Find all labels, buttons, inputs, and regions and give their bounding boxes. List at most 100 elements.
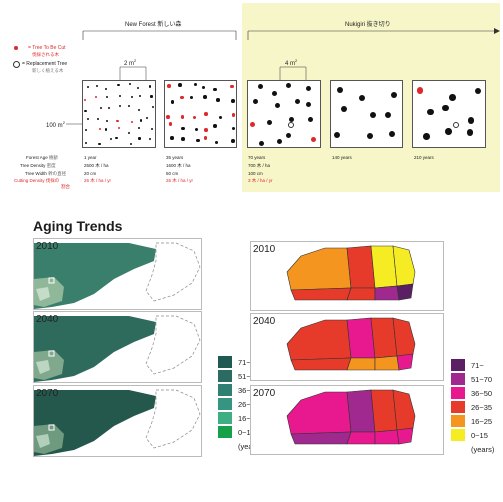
tree-dot [308, 117, 314, 123]
green-map-year-2070: 2070 [36, 388, 59, 399]
tree-dot [95, 85, 98, 88]
tree-dot [334, 131, 341, 138]
color-legend-label: 0~15 [471, 431, 488, 440]
tree-dot [204, 112, 208, 116]
tree-dot [358, 94, 365, 101]
green-legend-swatch [218, 398, 232, 410]
green-legend-label: 71~ [238, 358, 251, 367]
green-legend-swatch [218, 370, 232, 382]
tree-dot [203, 136, 208, 140]
tree-dot [180, 95, 184, 100]
tree-dot [204, 128, 208, 132]
tree-dot [423, 133, 430, 140]
green-map-2010: 2010 [33, 238, 202, 310]
tree-dot [294, 99, 300, 105]
tree-dot [117, 126, 120, 129]
tree-dot [258, 83, 264, 89]
tree-dot [131, 96, 134, 99]
tree-dot [98, 127, 101, 131]
tree-dot [139, 119, 143, 122]
color-map-year-2070: 2070 [253, 388, 276, 399]
tree-dot [151, 106, 154, 109]
tree-dot [149, 85, 152, 88]
new-area-label: 2 m2 [124, 58, 137, 67]
forest-plot-70-years [247, 80, 321, 148]
tree-dot [150, 95, 153, 98]
row-label-density: Tree Density 密度 [20, 163, 56, 168]
forest-plot-140-years [330, 80, 403, 148]
section-title: Aging Trends [33, 218, 123, 234]
tree-dot [230, 84, 234, 89]
color-legend-swatch [451, 401, 465, 413]
color-legend-swatch [451, 429, 465, 441]
tree-dot [416, 87, 424, 94]
tree-dot [442, 104, 449, 112]
green-legend-swatch [218, 384, 232, 396]
tree-dot [196, 138, 200, 143]
tree-dot [98, 142, 101, 146]
tree-dot [97, 117, 100, 121]
tree-dot [286, 133, 292, 139]
tree-dot [178, 83, 182, 87]
tree-dot [166, 115, 170, 119]
tree-dot [189, 95, 194, 100]
stage1-cutting: 26 木 / ha / yr [84, 178, 112, 183]
tree-dot [180, 115, 185, 119]
tree-dot [84, 141, 88, 144]
color-map-year-2010: 2010 [253, 244, 276, 255]
tree-dot [138, 126, 141, 130]
stage2-age: 35 years [166, 155, 184, 160]
tree-dot [108, 106, 111, 109]
forest-plot-210-years [412, 80, 486, 148]
tree-dot [275, 102, 281, 108]
tree-dot [129, 82, 132, 85]
tree-dot [127, 104, 131, 107]
color-map-2040: 2040 [250, 313, 444, 381]
tree-dot [118, 94, 122, 98]
tree-dot [218, 115, 223, 120]
tree-dot [449, 94, 456, 101]
tree-dot [115, 137, 118, 140]
tree-dot [105, 120, 109, 123]
tree-dot [192, 115, 197, 120]
color-legend-label: 51~70 [471, 375, 493, 384]
color-legend-swatch [451, 415, 465, 427]
tree-dot [194, 127, 199, 132]
top-diagram-lines [66, 28, 500, 125]
tree-dot [84, 99, 87, 102]
green-legend-label: 51~70 [238, 372, 260, 381]
stage5-age: 210 years [414, 155, 434, 160]
tree-dot [467, 117, 475, 124]
color-legend-label: 16~25 [471, 417, 493, 426]
tree-dot [84, 110, 87, 113]
color-map-2010: 2010 [250, 241, 444, 311]
tree-dot [231, 99, 235, 103]
tree-dot [104, 128, 107, 131]
tree-dot [250, 122, 256, 127]
tree-dot [370, 112, 377, 119]
tree-dot [427, 108, 434, 116]
green-map-year-2010: 2010 [36, 241, 59, 252]
color-legend-swatch [451, 387, 465, 399]
tree-dot [168, 122, 173, 126]
color-map-2070: 2070 [250, 385, 444, 455]
tree-dot [130, 142, 133, 145]
green-legend-swatch [218, 356, 232, 368]
replace-legend-label: = Replacement Tree [22, 61, 68, 67]
tree-dot [117, 83, 120, 87]
plot-size-label: 100 m2 [46, 120, 65, 129]
tree-dot [193, 82, 198, 87]
tree-dot [310, 137, 316, 143]
stage3-density: 700 木 / ha [248, 163, 271, 168]
replacement-tree-dot [452, 121, 459, 128]
tree-dot [137, 108, 141, 111]
color-legend-swatch [451, 359, 465, 371]
tree-dot [341, 106, 348, 113]
tree-dot [105, 95, 108, 99]
color-legend-label: 71~ [471, 361, 484, 370]
green-legend-swatch [218, 412, 232, 424]
tree-dot [466, 129, 474, 136]
cut-legend-label: = Tree To Be Cut [28, 45, 66, 51]
green-legend-label: 0~15 [238, 428, 255, 437]
tree-dot [213, 124, 217, 128]
